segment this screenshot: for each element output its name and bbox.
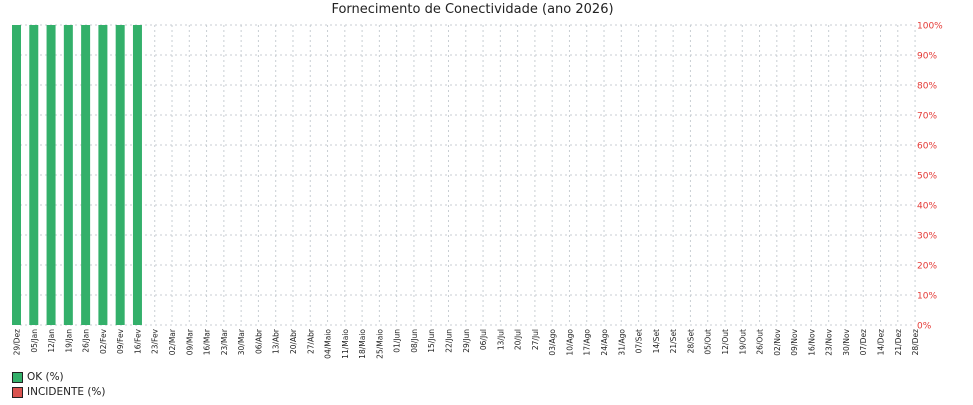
y-tick-label: 30% [917,232,937,242]
x-tick-label: 29/Jun [462,329,471,353]
legend-item-ok: OK (%) [12,371,64,383]
x-tick-label: 16/Mar [203,328,212,355]
legend-label-incidente: INCIDENTE (%) [27,386,106,398]
bar-ok [81,25,91,325]
y-tick-label: 50% [917,172,937,182]
x-tick-label: 18/Maio [358,329,367,359]
x-tick-label: 20/Jul [514,329,523,350]
x-tick-label: 29/Dez [13,329,22,355]
y-tick-label: 90% [917,52,937,62]
x-tick-label: 26/Jan [82,329,91,353]
x-tick-label: 02/Nov [773,328,782,355]
x-tick-label: 12/Out [721,329,730,355]
x-tick-label: 10/Ago [565,329,574,356]
x-tick-label: 15/Jun [427,329,436,353]
x-tick-label: 28/Set [686,329,695,353]
x-tick-label: 27/Abr [306,328,315,354]
x-tick-label: 25/Maio [375,329,384,359]
x-tick-label: 11/Maio [341,329,350,359]
y-tick-label: 20% [917,262,937,272]
x-tick-label: 05/Out [704,329,713,355]
x-tick-label: 30/Nov [842,328,851,355]
y-tick-label: 40% [917,202,937,212]
x-tick-label: 06/Abr [254,328,263,354]
bar-ok [46,25,56,325]
x-tick-label: 21/Dez [894,329,903,355]
legend-swatch-incidente [12,386,23,398]
bar-ok [29,25,39,325]
x-tick-label: 17/Ago [583,329,592,356]
x-tick-label: 06/Jul [479,329,488,350]
bar-ok [12,25,21,325]
x-tick-label: 19/Jan [64,329,73,353]
x-tick-label: 23/Fev [151,328,160,354]
x-tick-label: 13/Abr [272,328,281,354]
legend-label-ok: OK (%) [27,371,64,383]
bar-ok [115,25,125,325]
x-tick-label: 28/Dez [911,329,920,355]
x-tick-label: 23/Nov [825,328,834,355]
x-tick-label: 13/Jul [496,329,505,350]
x-tick-label: 14/Set [652,329,661,353]
x-tick-label: 08/Jun [410,329,419,353]
x-tick-label: 24/Ago [600,329,609,356]
y-tick-label: 100% [917,22,943,32]
y-tick-label: 70% [917,112,937,122]
x-tick-label: 05/Jan [30,329,39,353]
x-tick-label: 02/Mar [168,328,177,355]
x-tick-label: 16/Fev [133,328,142,354]
x-tick-label: 14/Dez [877,329,886,355]
bar-ok [98,25,108,325]
x-tick-label: 07/Set [635,329,644,353]
x-tick-label: 22/Jun [445,329,454,353]
x-tick-label: 23/Mar [220,328,229,355]
x-tick-label: 21/Set [669,329,678,353]
x-tick-label: 30/Mar [237,328,246,355]
y-tick-label: 80% [917,82,937,92]
x-tick-label: 27/Jul [531,329,540,350]
x-tick-label: 12/Jan [47,329,56,353]
x-tick-label: 31/Ago [617,329,626,356]
x-tick-label: 09/Mar [185,328,194,355]
x-tick-label: 09/Nov [790,328,799,355]
x-tick-label: 16/Nov [807,328,816,355]
chart-title: Fornecimento de Conectividade (ano 2026) [331,2,614,17]
x-tick-label: 09/Fev [116,328,125,354]
legend-swatch-ok [12,371,23,383]
x-tick-label: 20/Abr [289,328,298,354]
x-tick-label: 19/Out [738,329,747,355]
x-tick-label: 02/Fev [99,328,108,354]
y-tick-label: 0% [917,322,932,332]
x-tick-label: 26/Out [756,329,765,355]
x-tick-label: 03/Ago [548,329,557,356]
legend-item-incidente: INCIDENTE (%) [12,386,106,398]
x-tick-label: 07/Dez [859,329,868,355]
y-tick-label: 60% [917,142,937,152]
x-tick-label: 04/Maio [324,329,333,359]
bar-ok [132,25,142,325]
bar-ok [63,25,73,325]
y-tick-label: 10% [917,292,937,302]
x-tick-label: 01/Jun [393,329,402,353]
